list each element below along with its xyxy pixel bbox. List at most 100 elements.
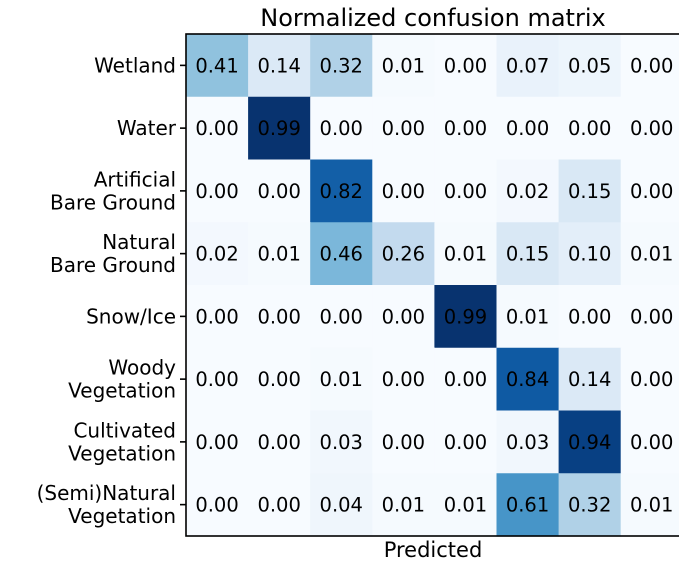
cell-value: 0.01 [630,494,673,517]
heatmap-cell [310,159,373,223]
heatmap-cell [558,347,622,412]
heatmap-cell [310,34,373,98]
cell-value: 0.07 [506,54,549,77]
heatmap-cell [310,410,373,474]
cell-value: 0.01 [444,243,487,266]
heatmap-cell [434,96,498,161]
row-label: (Semi)Natural [37,481,176,505]
cell-value: 0.00 [568,305,611,328]
cell-value: 0.00 [257,431,300,454]
heatmap-cell [186,159,249,223]
heatmap-cell [558,222,622,286]
cell-value: 0.00 [195,117,238,140]
heatmap-cell [248,473,311,537]
heatmap-cell [496,473,560,537]
heatmap-cell [248,96,311,161]
cell-value: 0.00 [195,368,238,391]
row-label: Cultivated [73,418,176,442]
heatmap-cell [496,159,560,223]
heatmap-cell [496,285,560,349]
cell-value: 0.32 [568,494,611,517]
cell-value: 0.00 [382,117,425,140]
cell-value: 0.00 [630,431,673,454]
heatmap-cell [620,285,679,349]
cell-value: 0.00 [257,180,300,203]
cell-value: 0.01 [444,494,487,517]
heatmap-cell [496,222,560,286]
cell-value: 0.94 [568,431,611,454]
cell-value: 0.99 [257,117,300,140]
heatmap-cell [248,222,311,286]
plot-frame [185,33,679,537]
heatmap-cell [434,159,498,223]
heatmap-cell [186,410,249,474]
cell-value: 0.00 [257,494,300,517]
cell-value: 0.00 [630,305,673,328]
heatmap-cell [434,222,498,286]
heatmap-cell [620,159,679,223]
cell-value: 0.00 [630,180,673,203]
heatmap-cell [558,96,622,161]
cell-value: 0.01 [382,494,425,517]
heatmap-cell [186,222,249,286]
cell-value: 0.82 [320,180,363,203]
heatmap-cell [620,34,679,98]
heatmap-cell [558,34,622,98]
cell-value: 0.00 [195,431,238,454]
row-ticks [180,64,186,506]
cell-value: 0.84 [506,368,549,391]
heatmap-cell [310,222,373,286]
heatmap-cell [372,222,435,286]
cell-value: 0.05 [568,54,611,77]
row-label: Vegetation [68,504,176,528]
heatmap-cell [248,159,311,223]
row-label: Vegetation [68,441,176,465]
row-label: Artificial [94,167,176,191]
cell-value: 0.00 [195,305,238,328]
heatmap-cell [620,473,679,537]
heatmap-cell [372,473,435,537]
heatmap-cell [248,34,311,98]
heatmap-cell [186,347,249,412]
row-label: Water [117,116,177,140]
cell-value: 0.00 [630,117,673,140]
cell-value: 0.04 [320,494,363,517]
heatmap-cell [372,410,435,474]
cell-value: 0.00 [382,305,425,328]
cell-values: 0.41 0.14 0.32 0.01 0.00 0.07 0.05 0.00 0.00 0.99… [195,54,673,516]
cell-value: 0.00 [320,117,363,140]
heatmap-cell [620,96,679,161]
heatmap-cell [558,285,622,349]
cell-value: 0.14 [257,54,300,77]
heatmap-cell [248,410,311,474]
cell-value: 0.00 [257,305,300,328]
heatmap-cell [620,222,679,286]
cell-value: 0.00 [195,180,238,203]
heatmap-cells [186,34,679,537]
cell-value: 0.03 [320,431,363,454]
cell-value: 0.00 [382,180,425,203]
cell-value: 0.14 [568,368,611,391]
heatmap-cell [434,285,498,349]
chart-title: Normalized confusion matrix [260,4,605,32]
cell-value: 0.10 [568,243,611,266]
cell-value: 0.26 [382,243,425,266]
heatmap-cell [434,473,498,537]
heatmap-cell [558,159,622,223]
heatmap-cell [496,96,560,161]
heatmap-cell [620,410,679,474]
heatmap-cell [186,96,249,161]
cell-value: 0.15 [568,180,611,203]
cell-value: 0.99 [444,305,487,328]
cell-value: 0.00 [257,368,300,391]
cell-value: 0.00 [630,368,673,391]
x-axis-label: Predicted [384,538,483,562]
heatmap-cell [372,96,435,161]
cell-value: 0.00 [506,117,549,140]
cell-value: 0.01 [506,305,549,328]
heatmap-cell [496,410,560,474]
heatmap-cell [496,34,560,98]
cell-value: 0.01 [257,243,300,266]
